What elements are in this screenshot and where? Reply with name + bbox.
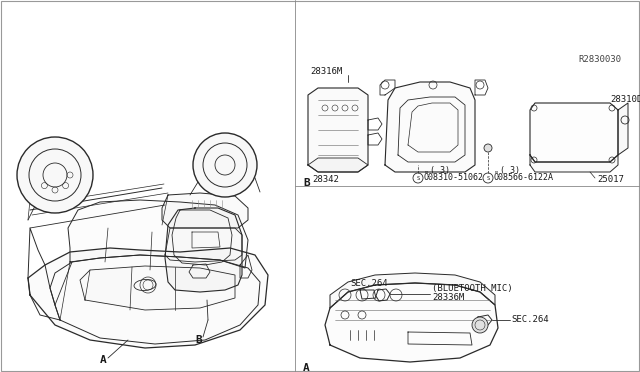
- Text: 28310D: 28310D: [610, 96, 640, 105]
- Text: S: S: [417, 176, 420, 180]
- Circle shape: [472, 317, 488, 333]
- Polygon shape: [68, 200, 248, 268]
- Polygon shape: [80, 266, 235, 310]
- Polygon shape: [385, 82, 475, 172]
- Text: 25017: 25017: [597, 176, 624, 185]
- Text: B: B: [195, 335, 202, 345]
- Polygon shape: [28, 248, 268, 348]
- Text: Õ08310-51062: Õ08310-51062: [424, 173, 484, 183]
- Text: (BLUETOOTH MIC): (BLUETOOTH MIC): [432, 285, 513, 294]
- Polygon shape: [162, 193, 248, 228]
- Text: SEC.264: SEC.264: [511, 315, 548, 324]
- Polygon shape: [330, 273, 495, 308]
- Polygon shape: [165, 208, 242, 292]
- Polygon shape: [530, 103, 618, 162]
- Polygon shape: [530, 155, 618, 172]
- Text: A: A: [303, 363, 310, 372]
- Text: B: B: [303, 178, 310, 188]
- Text: Õ08566-6122A: Õ08566-6122A: [494, 173, 554, 183]
- Text: 28336M: 28336M: [432, 294, 464, 302]
- Text: S: S: [486, 176, 490, 180]
- Text: R2830030: R2830030: [578, 55, 621, 64]
- Text: ( 3): ( 3): [500, 166, 520, 174]
- Text: 28316M: 28316M: [310, 67, 342, 77]
- Polygon shape: [618, 103, 628, 155]
- Text: SEC.264: SEC.264: [350, 279, 388, 288]
- Text: ( 3): ( 3): [430, 166, 450, 174]
- Polygon shape: [308, 88, 368, 172]
- Circle shape: [193, 133, 257, 197]
- Polygon shape: [308, 158, 368, 172]
- Circle shape: [484, 144, 492, 152]
- Text: 28342: 28342: [312, 176, 339, 185]
- Polygon shape: [325, 283, 498, 362]
- Text: A: A: [100, 355, 107, 365]
- Circle shape: [17, 137, 93, 213]
